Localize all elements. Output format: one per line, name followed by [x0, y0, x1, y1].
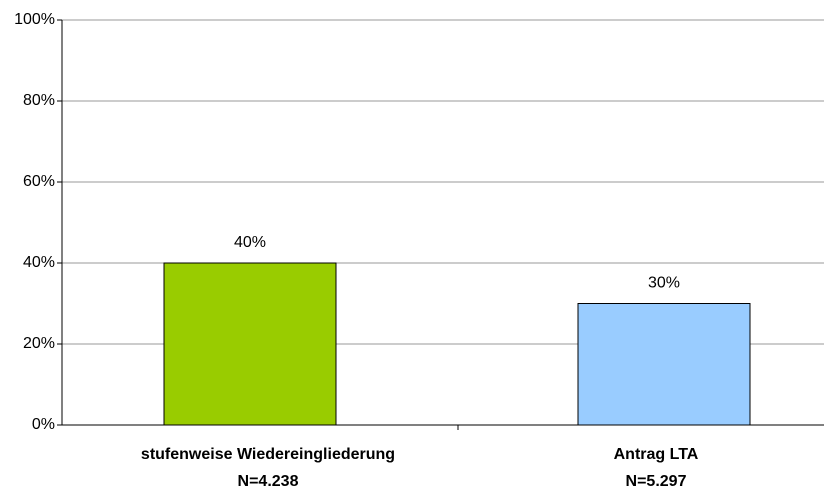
x-tick-label: Antrag LTA — [614, 446, 699, 463]
bar — [577, 303, 751, 426]
y-tick-label: 60% — [23, 173, 55, 190]
x-tick-label: N=4.238 — [238, 473, 299, 490]
x-tick-label: stufenweise Wiedereingliederung — [141, 446, 395, 463]
y-tick-label: 20% — [23, 335, 55, 352]
y-tick-label: 40% — [23, 254, 55, 271]
data-label: 40% — [234, 234, 266, 251]
data-label: 30% — [648, 275, 680, 292]
y-tick-label: 0% — [32, 416, 55, 433]
y-tick-label: 80% — [23, 92, 55, 109]
bar — [163, 262, 337, 426]
y-tick-label: 100% — [14, 11, 55, 28]
x-tick-label: N=5.297 — [626, 473, 687, 490]
